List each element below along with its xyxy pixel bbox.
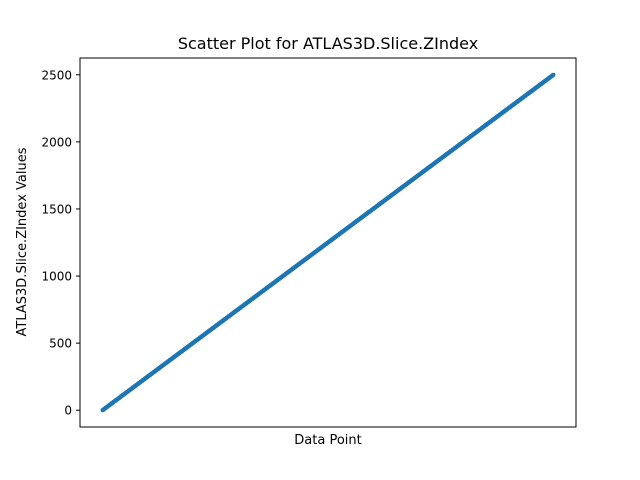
- axes-frame: [79, 57, 577, 428]
- y-tick-label: 2500: [41, 68, 72, 82]
- data-point: [551, 72, 556, 77]
- y-tick-label: 2000: [41, 135, 72, 149]
- y-axis-ticks: 0 500 1000 1500 2000 2500: [41, 68, 80, 418]
- y-axis-label: ATLAS3D.Slice.ZIndex Values: [15, 147, 30, 336]
- y-tick-label: 500: [49, 337, 72, 351]
- y-tick-label: 1500: [41, 202, 72, 216]
- y-tick-label: 1000: [41, 270, 72, 284]
- y-tick-label: 0: [64, 404, 72, 418]
- chart-title: Scatter Plot for ATLAS3D.Slice.ZIndex: [178, 34, 478, 53]
- x-axis-label: Data Point: [294, 433, 361, 448]
- data-points-layer: [100, 72, 556, 413]
